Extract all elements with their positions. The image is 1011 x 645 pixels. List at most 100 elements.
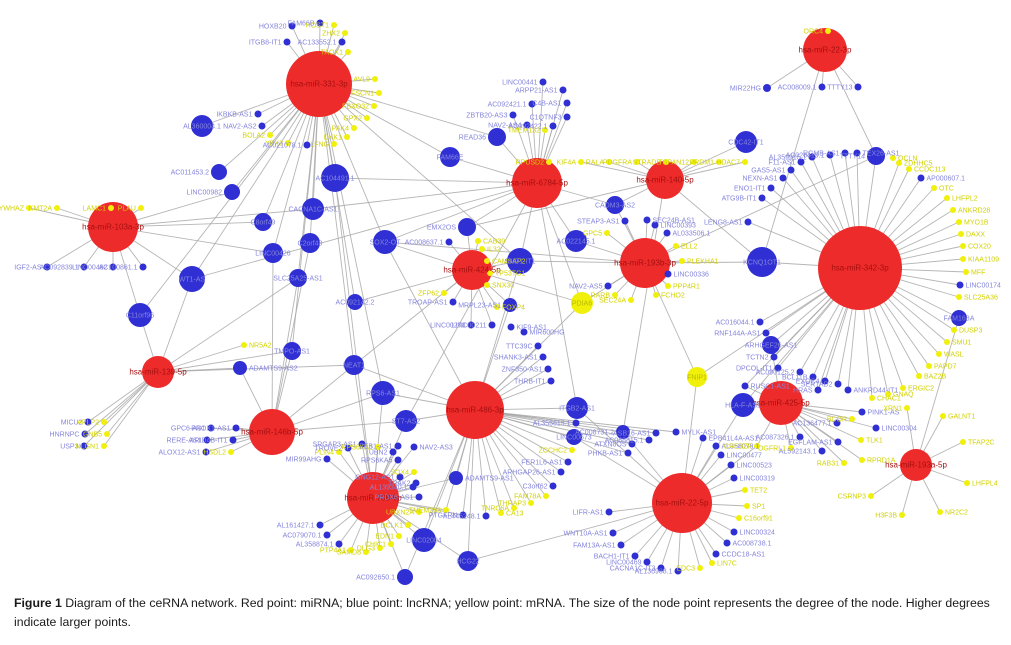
network-node-y28 — [931, 185, 937, 191]
network-node-b13 — [563, 113, 571, 121]
node-label-y14: YBX3 — [265, 141, 283, 148]
node-label-b64: ZEB1-AS1 — [359, 444, 392, 451]
network-node-b81 — [616, 425, 630, 439]
network-edge — [354, 269, 473, 303]
node-label-B14: EMX2OS — [427, 225, 457, 232]
node-label-b81: AC008731.2 — [575, 430, 614, 437]
node-label-y28: OTC — [939, 186, 954, 193]
node-label-y79: CHIC1 — [365, 542, 386, 549]
network-node-m12 — [347, 472, 399, 524]
network-node-y13 — [267, 132, 273, 138]
network-node-b58 — [203, 436, 211, 444]
node-label-b103: AC136477.1 — [793, 421, 832, 428]
node-label-y101: CSRNP3 — [838, 494, 867, 501]
network-node-b50 — [80, 263, 88, 271]
network-node-B20 — [373, 230, 397, 254]
network-node-b104 — [872, 424, 880, 432]
network-node-y37 — [951, 327, 957, 333]
node-label-y67: HSDL2 — [203, 450, 226, 457]
network-node-b98 — [631, 552, 639, 560]
node-label-m6: hsa-miR-424-5p — [443, 266, 501, 275]
network-node-b33 — [779, 174, 787, 182]
network-node-y57 — [441, 290, 447, 296]
node-label-B37: MRPL23-AS1 — [458, 303, 501, 310]
node-label-B36: SND1-IT1 — [504, 259, 535, 266]
network-node-y31 — [956, 219, 962, 225]
network-node-B27 — [371, 381, 395, 405]
node-label-m8: hsa-miR-342-3p — [831, 264, 889, 273]
network-node-y48 — [665, 283, 671, 289]
network-node-y10 — [351, 125, 357, 131]
network-node-b74 — [316, 521, 324, 529]
network-node-y44 — [869, 395, 875, 401]
network-node-b39 — [770, 353, 778, 361]
network-node-b41 — [621, 217, 629, 225]
node-label-b36: LENG8-AS1 — [704, 220, 743, 227]
network-node-b48 — [449, 298, 457, 306]
network-node-b89 — [717, 451, 725, 459]
node-label-y21: TSPAN12 — [658, 160, 689, 167]
node-label-y75: EDN1 — [375, 534, 394, 541]
network-node-b87 — [699, 434, 707, 442]
node-label-B29: ADAMTS9-AS1 — [465, 476, 514, 483]
network-node-y56 — [484, 282, 490, 288]
network-node-y5 — [345, 49, 351, 55]
network-node-b36 — [744, 218, 752, 226]
node-label-b100: WNT10A-AS1 — [564, 531, 608, 538]
node-label-b44: AL033506.1 — [673, 231, 711, 238]
network-node-y68 — [336, 449, 342, 455]
node-label-b98: BACH1-IT1 — [594, 554, 630, 561]
node-label-b77: AL355615.1 — [533, 421, 571, 428]
node-label-b88: AL358078.1 — [722, 444, 760, 451]
network-node-y4 — [342, 30, 348, 36]
network-node-m4 — [803, 28, 847, 72]
network-node-y84 — [742, 487, 748, 493]
node-label-b68: GNG12-AS1 — [355, 475, 394, 482]
node-label-b18: TTTY13 — [827, 85, 852, 92]
node-label-b19: AP000607.1 — [927, 176, 966, 183]
node-label-y55: TP53TG1 — [495, 271, 525, 278]
node-label-b55: USP3 — [60, 444, 78, 451]
network-node-b25 — [814, 386, 822, 394]
network-node-y91 — [858, 437, 864, 443]
node-label-b7: AC021078.1 — [263, 143, 302, 150]
network-node-y78 — [377, 545, 383, 551]
node-label-y13: BOLA2 — [242, 133, 265, 140]
node-label-b99: FAM13A-AS1 — [573, 543, 616, 550]
node-label-y15: TMEM132 — [508, 128, 540, 135]
node-label-b69: TRAK2 — [388, 481, 411, 488]
node-label-y89: CREBZF — [724, 444, 752, 451]
node-label-y32: DAXX — [966, 232, 985, 239]
node-label-y74: DCLK1 — [380, 523, 403, 530]
network-edge — [271, 252, 274, 433]
node-label-b26: ANKRD44-IT1 — [854, 388, 899, 395]
node-label-b105: EGFLAM-AS1 — [788, 440, 832, 447]
network-node-B37 — [503, 298, 517, 312]
node-label-y87: LIN7C — [717, 561, 737, 568]
node-label-y46: ELL2 — [681, 244, 697, 251]
node-label-y9: GPX2 — [343, 116, 362, 123]
node-label-b61: MIR99AHG — [286, 457, 322, 464]
node-label-b13: C1QTNF3 — [530, 115, 562, 122]
node-label-b108: RUSC1-AS1 — [751, 384, 790, 391]
network-node-y27 — [906, 166, 912, 172]
node-label-y51: RARB — [591, 293, 611, 300]
network-node-b49 — [43, 263, 51, 271]
network-node-b15 — [549, 122, 557, 130]
node-label-y54: CAMSAP2 — [492, 259, 526, 266]
node-label-b79: ARHGAP26-AS1 — [503, 470, 556, 477]
network-node-y45 — [604, 230, 610, 236]
network-node-b30 — [853, 149, 861, 157]
network-node-b76 — [335, 540, 343, 548]
network-node-b1 — [283, 38, 291, 46]
node-label-m5: hsa-miR-103a-3p — [82, 223, 144, 232]
node-label-y86: C16orf91 — [744, 516, 773, 523]
network-node-y67 — [228, 449, 234, 455]
node-label-B18: LINC00426 — [255, 251, 291, 258]
network-node-y86 — [736, 515, 742, 521]
network-node-B36 — [507, 248, 533, 274]
network-node-y46 — [673, 243, 679, 249]
node-label-b59: ARID4B-IT1 — [190, 438, 228, 445]
node-label-b70: AL139340.1 — [370, 485, 408, 492]
network-edge — [83, 371, 159, 447]
